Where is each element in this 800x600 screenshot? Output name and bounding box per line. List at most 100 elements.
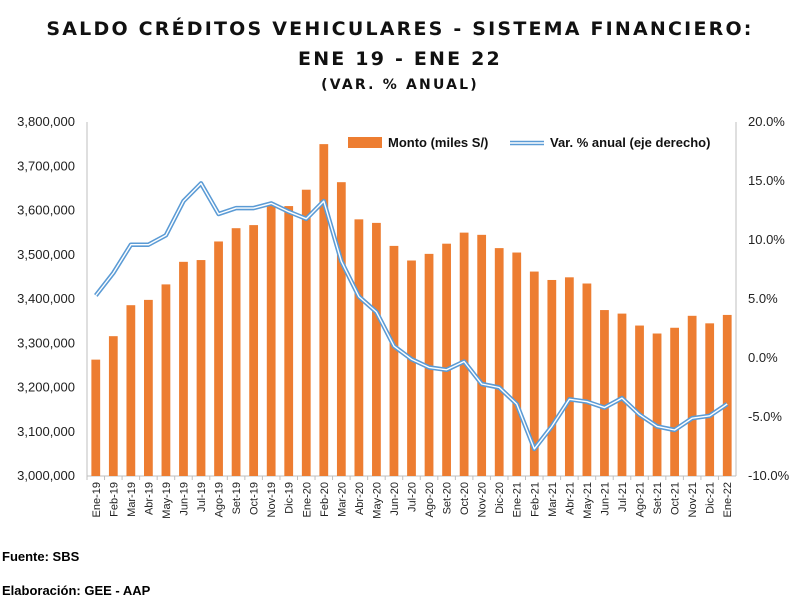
x-tick-label: Nov-20 bbox=[477, 482, 489, 517]
x-tick-label: Feb-21 bbox=[529, 482, 541, 517]
x-tick-label: Jun-20 bbox=[389, 482, 401, 516]
credit-note: Elaboración: GEE - AAP bbox=[2, 583, 151, 598]
bar bbox=[635, 325, 644, 476]
legend-bar-swatch bbox=[348, 137, 382, 148]
source-note: Fuente: SBS bbox=[2, 549, 80, 564]
bar bbox=[354, 219, 364, 476]
axes: 3,000,000 3,100,000 3,200,000 3,300,000 3,40… bbox=[17, 114, 789, 519]
bar-series bbox=[91, 144, 732, 476]
y-right-tick-label: 15.0% bbox=[748, 173, 785, 188]
x-tick-label: Dic-20 bbox=[494, 482, 506, 514]
bar bbox=[477, 234, 487, 476]
x-tick-label: Feb-19 bbox=[108, 482, 120, 517]
y-left-tick-label: 3,500,000 bbox=[17, 247, 75, 262]
bar bbox=[214, 241, 223, 476]
bar bbox=[389, 245, 399, 476]
line-series bbox=[94, 181, 729, 452]
chart-subtitle-unit: (VAR. % ANUAL) bbox=[321, 77, 479, 93]
x-tick-label: Ene-22 bbox=[722, 482, 734, 517]
x-tick-label: Mar-19 bbox=[126, 482, 138, 517]
x-tick-label: Set-20 bbox=[442, 482, 454, 514]
bar bbox=[301, 189, 311, 476]
x-tick-label: Nov-19 bbox=[266, 482, 278, 517]
x-tick-label: May-20 bbox=[371, 482, 383, 519]
x-tick-label: Ago-21 bbox=[635, 482, 647, 517]
x-tick-label: Mar-21 bbox=[547, 482, 559, 517]
x-tick-label: Nov-21 bbox=[687, 482, 699, 517]
y-left-tick-label: 3,600,000 bbox=[17, 203, 75, 218]
x-tick-label: Abr-21 bbox=[564, 482, 576, 515]
x-tick-label: Ene-21 bbox=[512, 482, 524, 517]
bar bbox=[91, 359, 101, 476]
x-tick-label: Oct-20 bbox=[459, 482, 471, 515]
y-right-tick-label: 5.0% bbox=[748, 291, 778, 306]
bar bbox=[564, 277, 574, 476]
bar bbox=[407, 260, 416, 476]
bar bbox=[249, 225, 259, 476]
legend: Monto (miles S/) Var. % anual (eje derech… bbox=[348, 135, 710, 150]
x-tick-label: Feb-20 bbox=[319, 482, 331, 517]
bar bbox=[126, 305, 136, 476]
x-tick-label: Jun-19 bbox=[178, 482, 190, 516]
x-tick-label: Jul-21 bbox=[617, 482, 629, 512]
x-tick-label: Dic-19 bbox=[284, 482, 296, 514]
y-right-tick-label: 0.0% bbox=[748, 350, 778, 365]
bar bbox=[442, 243, 451, 476]
x-tick-label: Abr-19 bbox=[143, 482, 155, 515]
bar bbox=[722, 314, 732, 476]
y-right-tick-label: -5.0% bbox=[748, 409, 782, 424]
x-tick-label: Set-21 bbox=[652, 482, 664, 514]
bar bbox=[547, 279, 557, 476]
bar bbox=[705, 323, 715, 476]
x-tick-label: Dic-21 bbox=[705, 482, 717, 514]
y-left-tick-label: 3,100,000 bbox=[17, 424, 75, 439]
y-right-tick-label: 20.0% bbox=[748, 114, 785, 129]
bar bbox=[196, 260, 206, 476]
chart-subtitle: ENE 19 - ENE 22 bbox=[298, 48, 502, 70]
x-tick-label: Ago-19 bbox=[214, 482, 226, 517]
y-left-tick-label: 3,200,000 bbox=[17, 380, 75, 395]
bar bbox=[670, 327, 679, 476]
x-tick-label: Abr-20 bbox=[354, 482, 366, 515]
x-tick-label: Mar-20 bbox=[336, 482, 348, 517]
bar bbox=[687, 315, 697, 476]
y-left-tick-label: 3,300,000 bbox=[17, 335, 75, 350]
x-tick-label: Oct-19 bbox=[249, 482, 261, 515]
bar bbox=[179, 261, 188, 476]
x-tick-label: Set-19 bbox=[231, 482, 243, 514]
chart-title: SALDO CRÉDITOS VEHICULARES - SISTEMA FIN… bbox=[46, 18, 754, 40]
y-right-tick-label: 10.0% bbox=[748, 232, 785, 247]
bar bbox=[424, 253, 434, 476]
bar bbox=[582, 283, 592, 476]
x-tick-label: Oct-21 bbox=[670, 482, 682, 515]
bar bbox=[161, 284, 171, 476]
bar bbox=[494, 248, 504, 476]
y-left-tick-label: 3,400,000 bbox=[17, 291, 75, 306]
y-right-tick-label: -10.0% bbox=[748, 468, 790, 483]
bar bbox=[336, 182, 346, 476]
x-tick-label: Jun-21 bbox=[599, 482, 611, 516]
x-tick-label: Jul-20 bbox=[407, 482, 419, 512]
bar bbox=[144, 299, 153, 476]
bar bbox=[266, 204, 276, 476]
x-tick-label: Ago-20 bbox=[424, 482, 436, 517]
bar bbox=[108, 336, 118, 476]
y-left-tick-label: 3,800,000 bbox=[17, 114, 75, 129]
y-left-tick-label: 3,700,000 bbox=[17, 158, 75, 173]
bar bbox=[231, 228, 241, 476]
bar bbox=[652, 333, 662, 476]
x-tick-label: Jul-19 bbox=[196, 482, 208, 512]
x-tick-label: Ene-19 bbox=[91, 482, 103, 517]
bar bbox=[459, 232, 469, 476]
bar bbox=[372, 222, 381, 476]
legend-line-label: Var. % anual (eje derecho) bbox=[550, 135, 710, 150]
bar bbox=[600, 310, 609, 476]
bar bbox=[512, 252, 522, 476]
legend-bar-label: Monto (miles S/) bbox=[388, 135, 488, 150]
bar bbox=[319, 144, 329, 476]
x-tick-label: Ene-20 bbox=[301, 482, 313, 517]
bar bbox=[617, 313, 627, 476]
x-tick-label: May-19 bbox=[161, 482, 173, 519]
bar bbox=[284, 206, 294, 476]
y-left-tick-label: 3,000,000 bbox=[17, 468, 75, 483]
